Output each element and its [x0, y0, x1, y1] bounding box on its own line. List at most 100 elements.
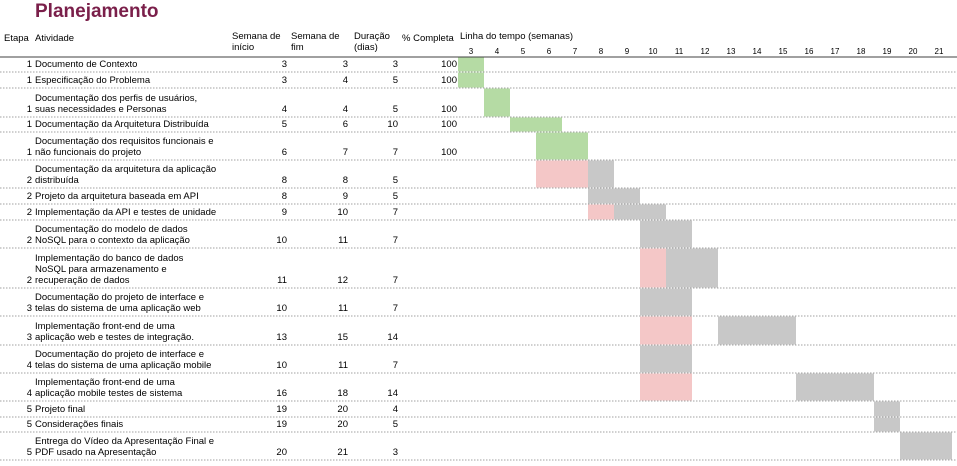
cell-fim: 8 [342, 175, 348, 186]
header-completa: % Completa [402, 33, 454, 44]
cell-duracao: 14 [387, 388, 398, 399]
activity-line: Documentação dos perfis de usuários, [35, 93, 198, 104]
cell-atividade: Projeto final [35, 404, 235, 415]
cell-fim: 3 [342, 59, 348, 70]
gantt-bar [874, 417, 900, 432]
week-label: 12 [701, 47, 710, 56]
activity-line: Implementação do banco de dados [35, 253, 184, 264]
gantt-bar [640, 373, 692, 401]
cell-etapa: 2 [26, 191, 32, 202]
cell-atividade: Especificação do Problema [35, 75, 235, 86]
activity-line: Entrega do Vídeo da Apresentação Final e [35, 436, 215, 447]
cell-atividade: Considerações finais [35, 419, 235, 430]
week-label: 5 [521, 47, 526, 56]
week-label: 19 [883, 47, 892, 56]
cell-atividade: Documentação dos requisitos funcionais e… [35, 136, 235, 158]
activity-line: Documentação dos requisitos funcionais e [35, 136, 214, 147]
cell-duracao: 14 [387, 332, 398, 343]
cell-etapa: 2 [26, 275, 32, 286]
week-label: 3 [469, 47, 474, 56]
cell-completa: 100 [441, 147, 457, 158]
cell-atividade: Implementação da API e testes de unidade [35, 207, 235, 218]
cell-duracao: 5 [392, 191, 398, 202]
gantt-bar [588, 160, 614, 188]
table-row: 1 Documentação dos perfis de usuários, sua… [0, 88, 957, 117]
cell-inicio: 5 [281, 119, 287, 130]
week-label: 13 [727, 47, 736, 56]
cell-fim: 12 [337, 275, 348, 286]
cell-fim: 18 [337, 388, 348, 399]
activity-line: Documentação da arquitetura da aplicação [35, 164, 217, 175]
table-row: 2 Projeto da arquitetura baseada em API 8 9… [0, 188, 957, 204]
activity-line: Implementação da API e testes de unidade [35, 207, 217, 218]
gantt-bar [640, 288, 692, 316]
cell-inicio: 8 [281, 191, 287, 202]
week-label: 16 [805, 47, 814, 56]
cell-duracao: 7 [392, 207, 398, 218]
cell-duracao: 5 [392, 419, 398, 430]
cell-inicio: 20 [276, 447, 287, 458]
cell-duracao: 7 [392, 235, 398, 246]
cell-duracao: 7 [392, 303, 398, 314]
table-row: 5 Projeto final 19 20 4 [0, 401, 957, 417]
table-row: 2 Documentação da arquitetura da aplicaçã… [0, 160, 957, 188]
week-label: 8 [599, 47, 604, 56]
cell-fim: 6 [342, 119, 348, 130]
cell-fim: 9 [342, 191, 348, 202]
cell-completa: 100 [441, 75, 457, 86]
table-row: 2 Implementação da API e testes de unidad… [0, 204, 957, 220]
cell-inicio: 8 [281, 175, 287, 186]
cell-inicio: 16 [276, 388, 287, 399]
cell-duracao: 3 [392, 59, 398, 70]
gantt-bar [588, 188, 640, 204]
cell-etapa: 5 [26, 404, 32, 415]
cell-fim: 11 [338, 360, 348, 371]
header-atividade: Atividade [35, 33, 75, 44]
activity-line: Implementação front-end de uma [35, 321, 175, 332]
cell-etapa: 1 [26, 119, 32, 130]
cell-atividade: Entrega do Vídeo da Apresentação Final e… [35, 436, 235, 458]
timeline-title: Linha do tempo (semanas) [460, 31, 574, 42]
table-row: 3 Implementação front-end de uma aplicação… [0, 316, 957, 345]
gantt-bar [900, 432, 952, 460]
header-duracao: Duração (dias) [354, 31, 390, 53]
table-row: 5 Entrega do Vídeo da Apresentação Final … [0, 432, 957, 460]
cell-fim: 4 [342, 104, 348, 115]
cell-etapa: 3 [26, 303, 32, 314]
week-label: 4 [495, 47, 500, 56]
table-row: 1 Especificação do Problema 3 4 5 100 [0, 72, 957, 88]
cell-inicio: 11 [277, 275, 287, 286]
cell-etapa: 4 [26, 360, 32, 371]
cell-fim: 15 [337, 332, 348, 343]
gantt-bar [484, 88, 510, 117]
cell-atividade: Documentação do projeto de interface e te… [35, 349, 235, 371]
activity-line: Projeto da arquitetura baseada em API [35, 191, 199, 202]
cell-fim: 4 [342, 75, 348, 86]
cell-fim: 20 [337, 419, 348, 430]
cell-inicio: 10 [276, 360, 287, 371]
activity-line: Especificação do Problema [35, 75, 151, 86]
cell-fim: 20 [337, 404, 348, 415]
gantt-bar [666, 248, 718, 288]
week-label: 7 [573, 47, 578, 56]
gantt-bar [718, 316, 796, 345]
activity-line: Documentação da Arquitetura Distribuída [35, 119, 209, 130]
table-row: 4 Implementação front-end de uma aplicação… [0, 373, 957, 401]
activity-line: distribuída [35, 175, 79, 186]
week-label: 20 [909, 47, 918, 56]
cell-inicio: 10 [276, 235, 287, 246]
cell-etapa: 5 [26, 447, 32, 458]
cell-etapa: 5 [26, 419, 32, 430]
table-row: 2 Documentação do modelo de dados NoSQL pa… [0, 220, 957, 248]
table-row: 2 Implementação do banco de dados NoSQL pa… [0, 248, 957, 288]
cell-inicio: 10 [276, 303, 287, 314]
cell-duracao: 3 [392, 447, 398, 458]
cell-inicio: 13 [276, 332, 287, 343]
cell-etapa: 1 [26, 147, 32, 158]
cell-fim: 10 [337, 207, 348, 218]
cell-completa: 100 [441, 104, 457, 115]
gantt-bar [640, 345, 692, 373]
activity-line: suas necessidades e Personas [35, 104, 167, 115]
cell-duracao: 7 [392, 147, 398, 158]
